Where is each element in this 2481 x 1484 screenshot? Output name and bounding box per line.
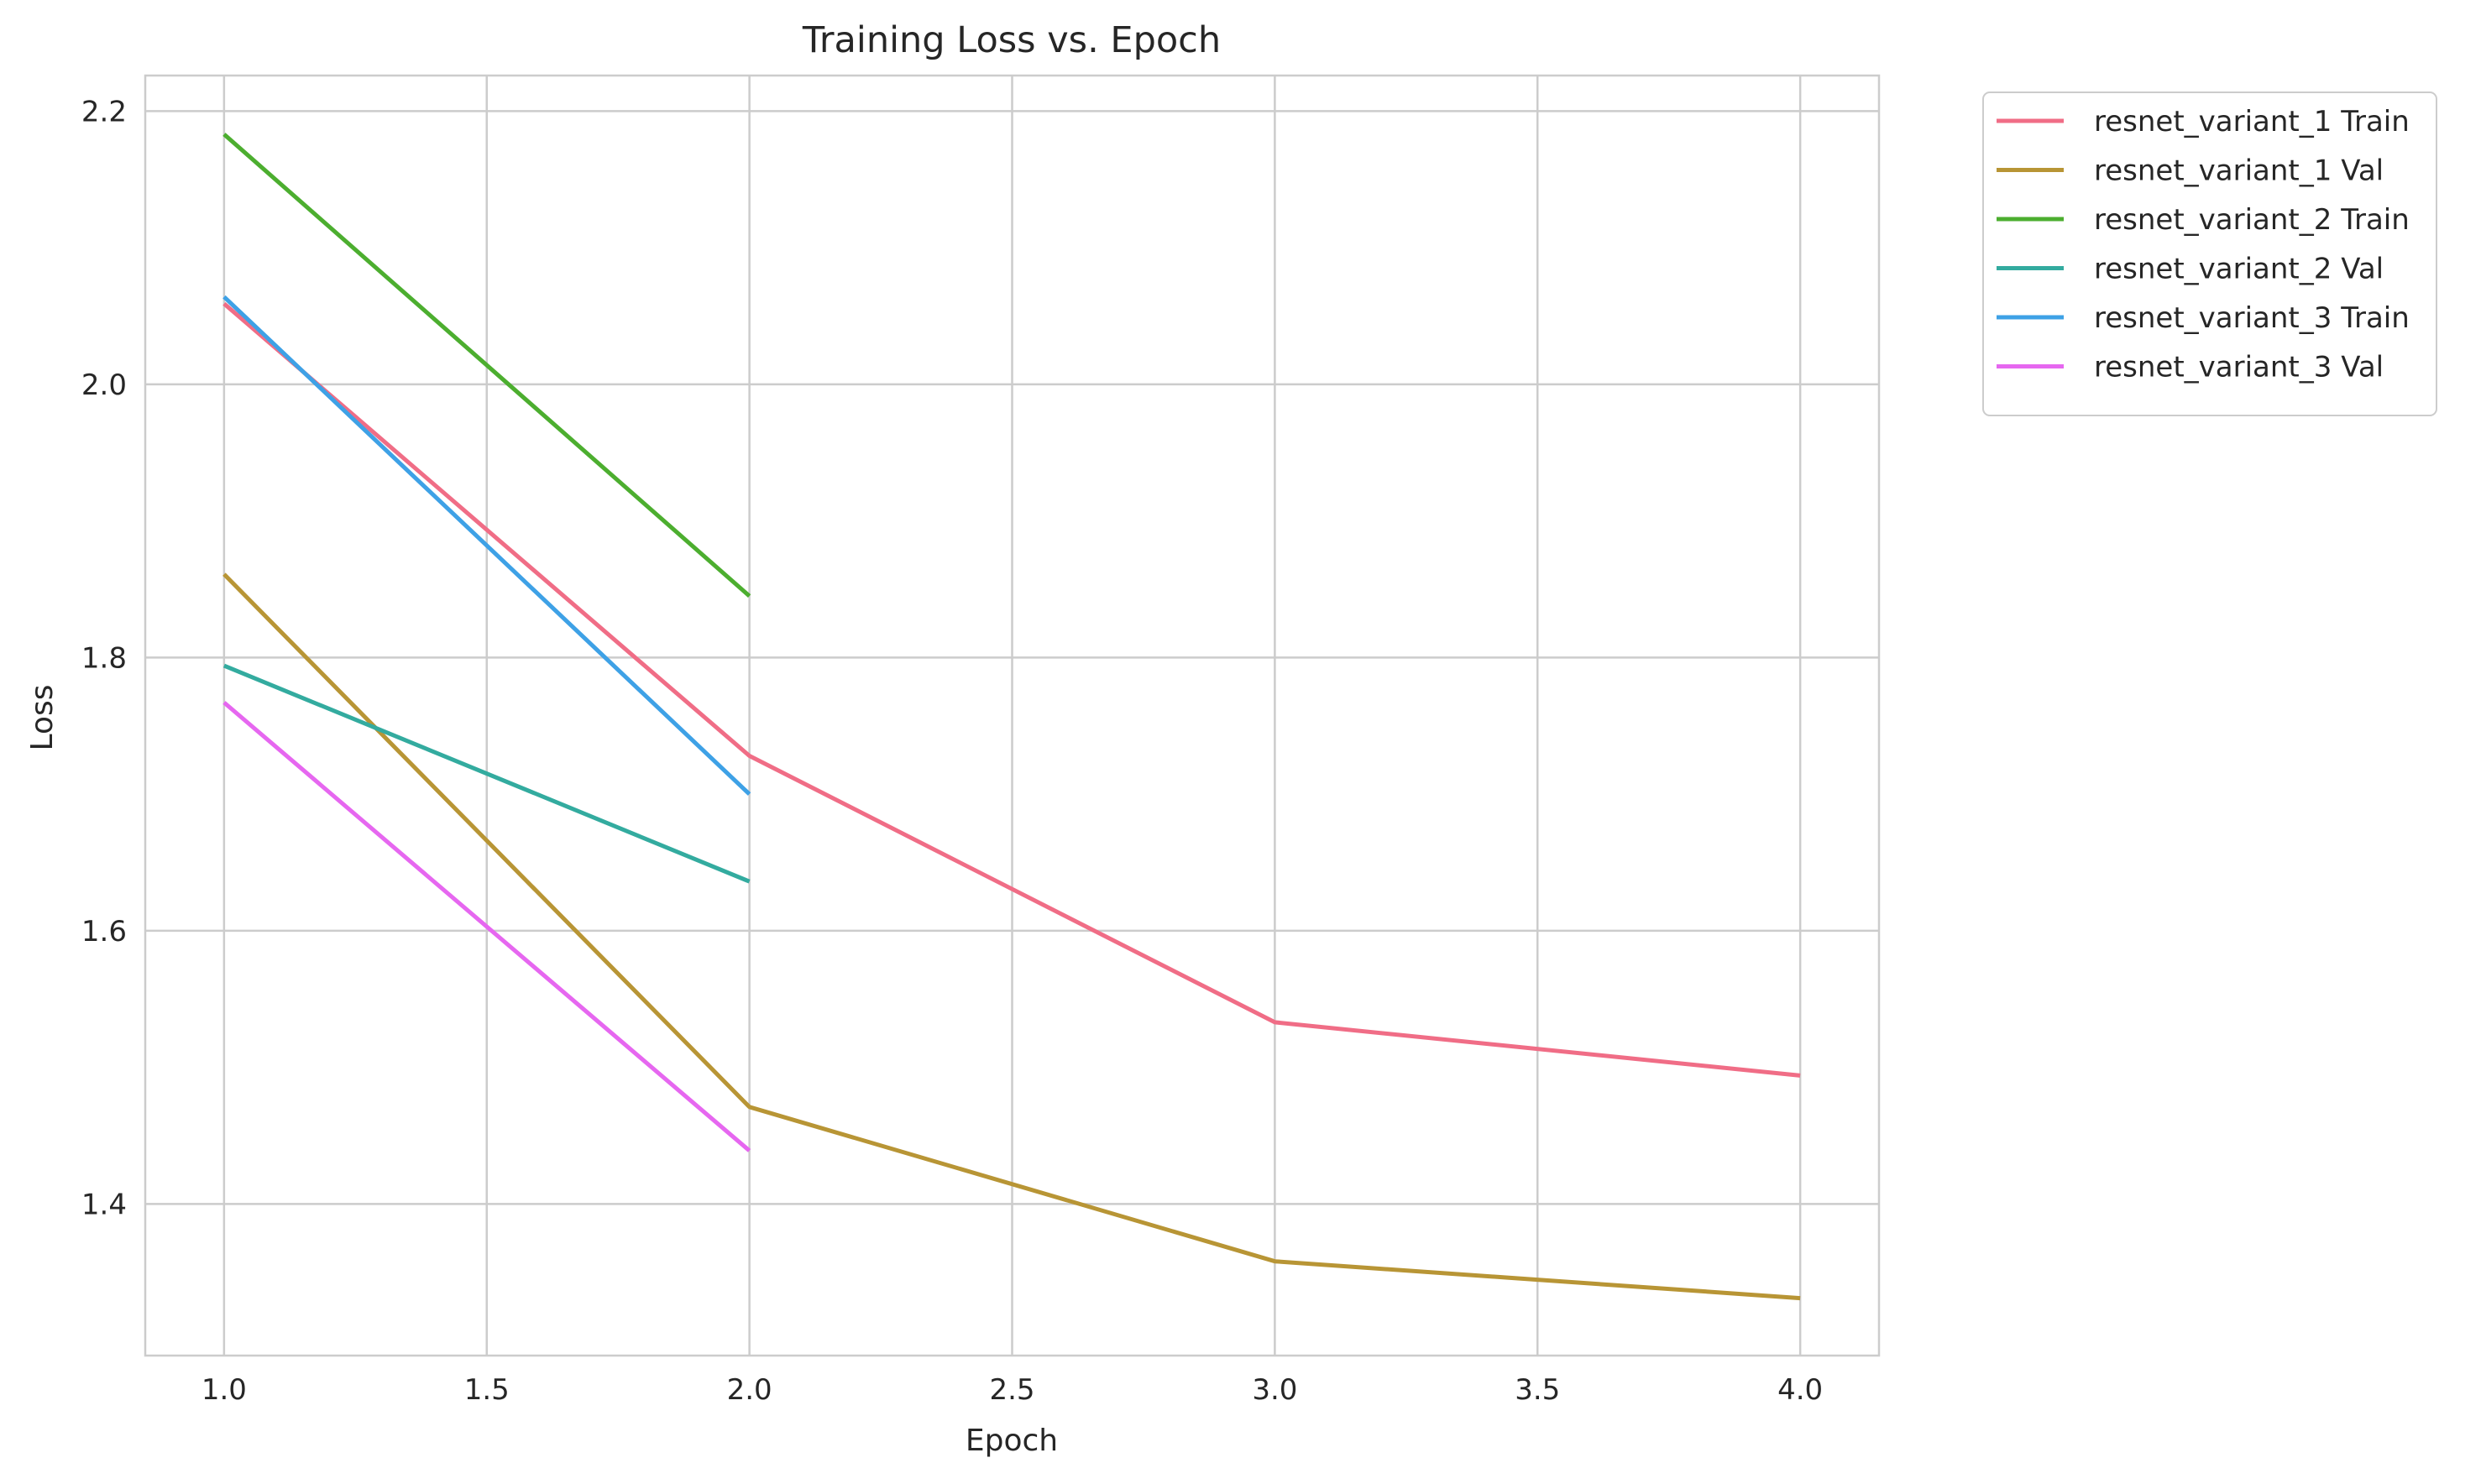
legend-label: resnet_variant_2 Val [2094, 253, 2384, 286]
legend-label: resnet_variant_1 Val [2094, 154, 2384, 188]
legend-box [1982, 91, 2437, 416]
y-tick-labels: 1.4 1.6 1.8 2.0 2.2 [81, 95, 127, 1221]
y-axis-label: Loss [25, 685, 60, 751]
x-tick-label: 2.5 [989, 1373, 1034, 1407]
x-tick-label: 1.0 [202, 1373, 247, 1407]
plot-frame [144, 74, 1881, 1357]
y-tick-label: 2.0 [81, 368, 127, 402]
series-line [222, 701, 751, 1152]
y-tick-label: 1.4 [81, 1188, 127, 1221]
legend-label: resnet_variant_2 Train [2094, 203, 2410, 237]
series-group [222, 133, 1801, 1301]
series-line [222, 572, 1801, 1301]
y-tick-label: 1.8 [81, 641, 127, 675]
series-line [222, 301, 1801, 1078]
x-axis-label: Epoch [966, 1424, 1058, 1458]
x-tick-label: 2.0 [727, 1373, 772, 1407]
legend-label: resnet_variant_3 Train [2094, 301, 2410, 335]
y-tick-label: 2.2 [81, 95, 127, 128]
legend-items: resnet_variant_1 Train resnet_variant_1 V… [1997, 105, 2410, 384]
x-tick-labels: 1.0 1.5 2.0 2.5 3.0 3.5 4.0 [202, 1373, 1823, 1407]
x-tick-label: 4.0 [1777, 1373, 1823, 1407]
legend: resnet_variant_1 Train resnet_variant_1 V… [1982, 91, 2437, 416]
series-line [222, 663, 751, 884]
x-tick-label: 3.5 [1515, 1373, 1560, 1407]
chart-title: Training Loss vs. Epoch [802, 19, 1221, 61]
y-tick-label: 1.6 [81, 915, 127, 948]
x-tick-label: 1.5 [464, 1373, 510, 1407]
legend-label: resnet_variant_1 Train [2094, 105, 2410, 138]
series-line [222, 295, 751, 796]
x-tick-label: 3.0 [1252, 1373, 1297, 1407]
grid [145, 76, 1879, 1356]
legend-label: resnet_variant_3 Val [2094, 351, 2384, 384]
series-line [222, 133, 751, 598]
